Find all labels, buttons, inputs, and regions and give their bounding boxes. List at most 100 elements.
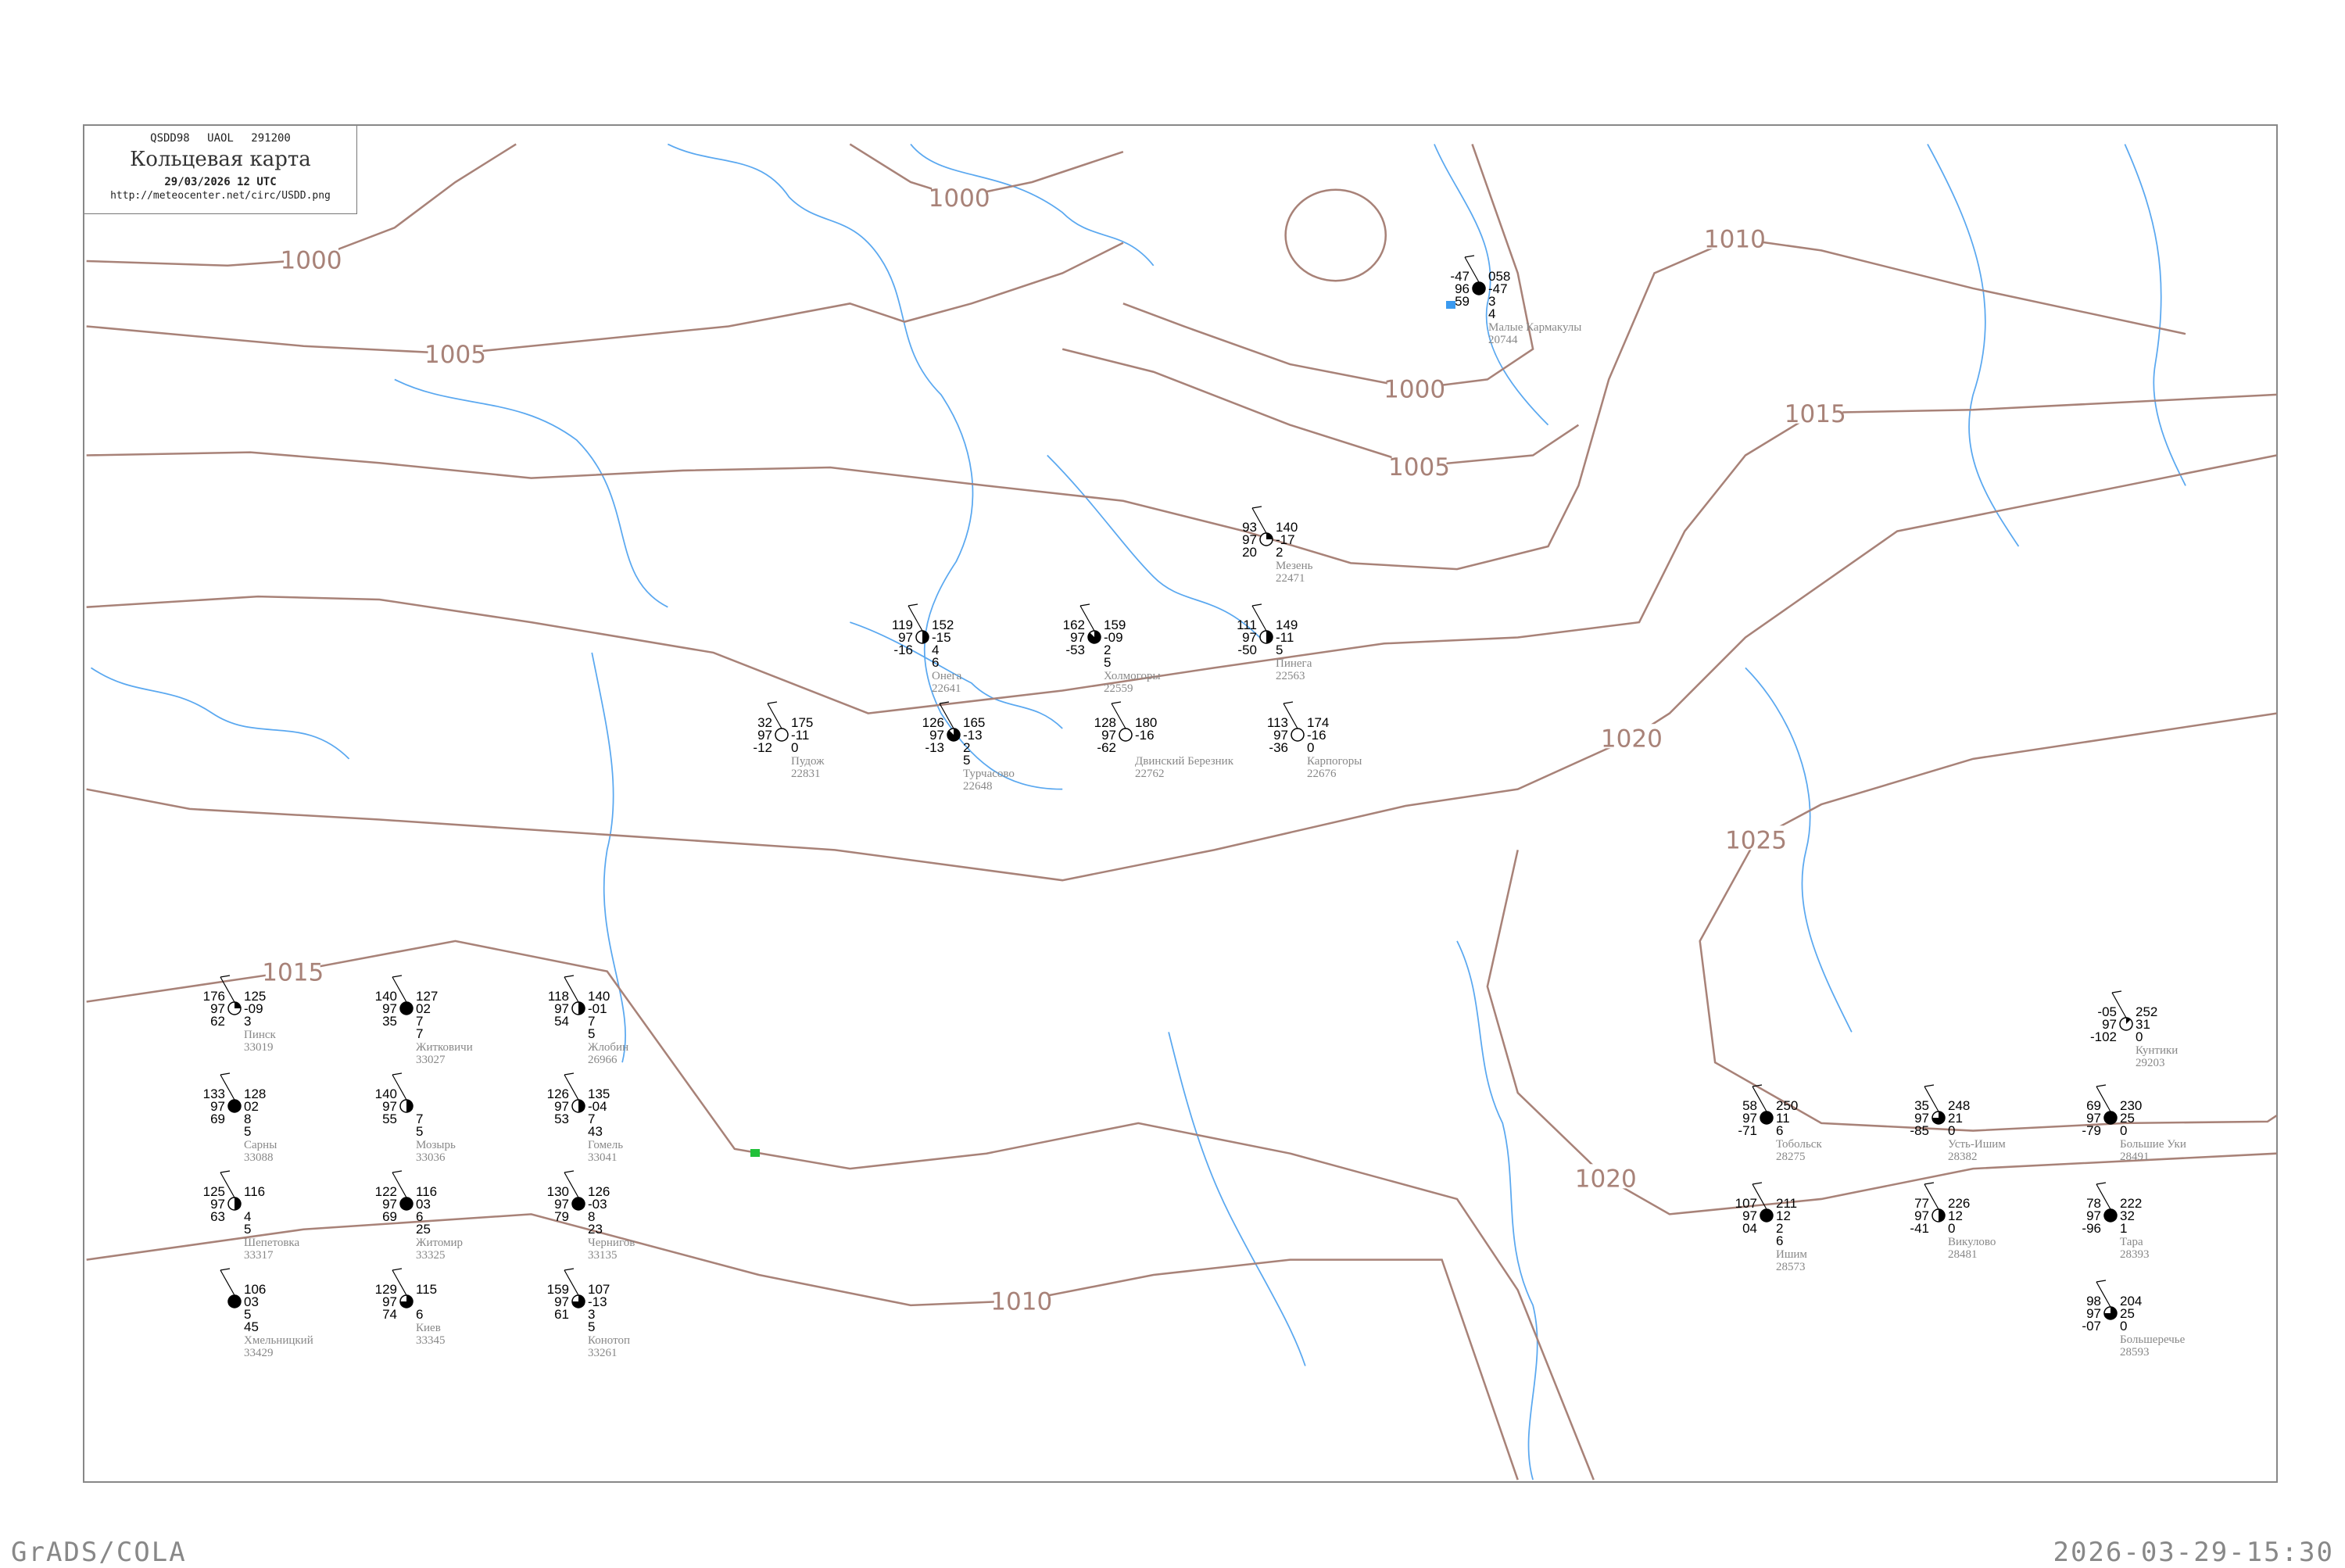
station-extra: 2 [1276,545,1283,560]
precip-marker [750,1149,760,1157]
footer-software: GrADS/COLA [11,1537,187,1568]
station-pressure: 250 [1776,1098,1798,1113]
wind-barb-feather [220,1268,231,1271]
station-extra: 43 [588,1124,603,1139]
wind-barb-feather [2096,1182,2107,1185]
map-source-url: http://meteocenter.net/circ/USDD.png [110,190,331,202]
station-extra: 7 [416,1014,423,1029]
station-dewpoint: -50 [1237,643,1257,657]
wind-barb-feather [1283,701,1294,704]
cloud-cover-icon [1291,728,1305,742]
station-visibility: 97 [1742,1208,1757,1223]
station-pressure: 125 [244,989,266,1004]
station-visibility: 97 [382,1197,397,1212]
station-pressure: 252 [2136,1004,2157,1019]
wind-barb-feather [1752,1084,1763,1087]
station-visibility: 96 [1455,281,1470,296]
station-visibility: 97 [898,630,913,645]
isobar-label-bg [1728,825,1784,850]
station-temperature: 129 [375,1282,397,1297]
station-temperature: 162 [1063,618,1085,632]
station-temperature: 126 [547,1087,569,1101]
isobar-label: 1015 [262,958,324,986]
station-id: 22563 [1276,670,1305,682]
station-temperature: 133 [203,1087,225,1101]
station-pressure: 175 [791,715,813,730]
station-visibility: 97 [382,1001,397,1016]
station-temperature: 32 [757,715,772,730]
isobar-line [1699,712,2278,1132]
wind-barb-icon [564,1172,579,1198]
station-id: 29203 [2136,1057,2165,1069]
isobar-layer: 1000100510001005101010151020102510201015… [86,143,2278,1480]
station-extra: 5 [588,1026,595,1041]
station-dewpoint: 61 [554,1307,569,1322]
wind-barb-feather [908,603,918,607]
station-dewpoint: 20 [1242,545,1257,560]
station-extra: 4 [1488,306,1495,321]
isobar-closed-low [1284,188,1387,282]
station-pressure-tendency: -09 [1104,630,1123,645]
station-extra: 0 [1948,1221,1955,1236]
station-dewpoint: -96 [2082,1221,2101,1236]
station-pressure-tendency: 21 [1948,1111,1963,1126]
station-extra: 2 [1776,1221,1783,1236]
station-pressure-tendency: -04 [588,1099,607,1114]
station-pressure-tendency: 12 [1948,1208,1963,1223]
station-pressure-tendency: -01 [588,1001,607,1016]
station-dewpoint: -16 [893,643,913,657]
station-pressure: 140 [588,989,610,1004]
station-dewpoint: 69 [382,1209,397,1224]
station-extra: 8 [588,1209,595,1224]
station-visibility: 97 [929,728,944,743]
cloud-fill [922,631,929,643]
isobar-line [86,143,517,267]
station-dewpoint: 69 [210,1112,225,1126]
station-id: 33027 [416,1054,446,1066]
wind-barb-icon [1111,703,1126,729]
cloud-fill [578,1100,585,1112]
isobar-label: 1010 [990,1288,1052,1316]
station-id: 28382 [1948,1151,1978,1163]
station-pressure-tendency: -11 [1276,630,1294,645]
station-id: 33041 [588,1151,618,1164]
cloud-fill [400,1002,413,1015]
isobar-line [1062,348,1580,467]
station-visibility: 97 [554,1001,569,1016]
station-name: Карпогоры [1307,755,1362,768]
station-visibility: 97 [1914,1208,1929,1223]
station-pressure-tendency: -03 [588,1197,607,1212]
station-extra: 0 [1948,1123,1955,1138]
bulletin-code: QSDD98 UAOL 291200 [150,132,291,145]
